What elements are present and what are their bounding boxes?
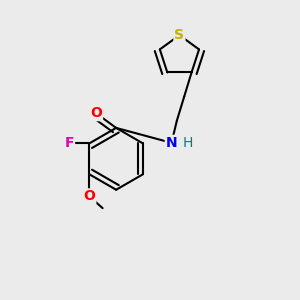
Text: O: O <box>90 106 102 120</box>
Text: N: N <box>166 136 177 150</box>
Text: S: S <box>174 28 184 42</box>
Text: H: H <box>182 136 193 150</box>
Text: F: F <box>64 136 74 150</box>
Text: O: O <box>83 189 95 203</box>
